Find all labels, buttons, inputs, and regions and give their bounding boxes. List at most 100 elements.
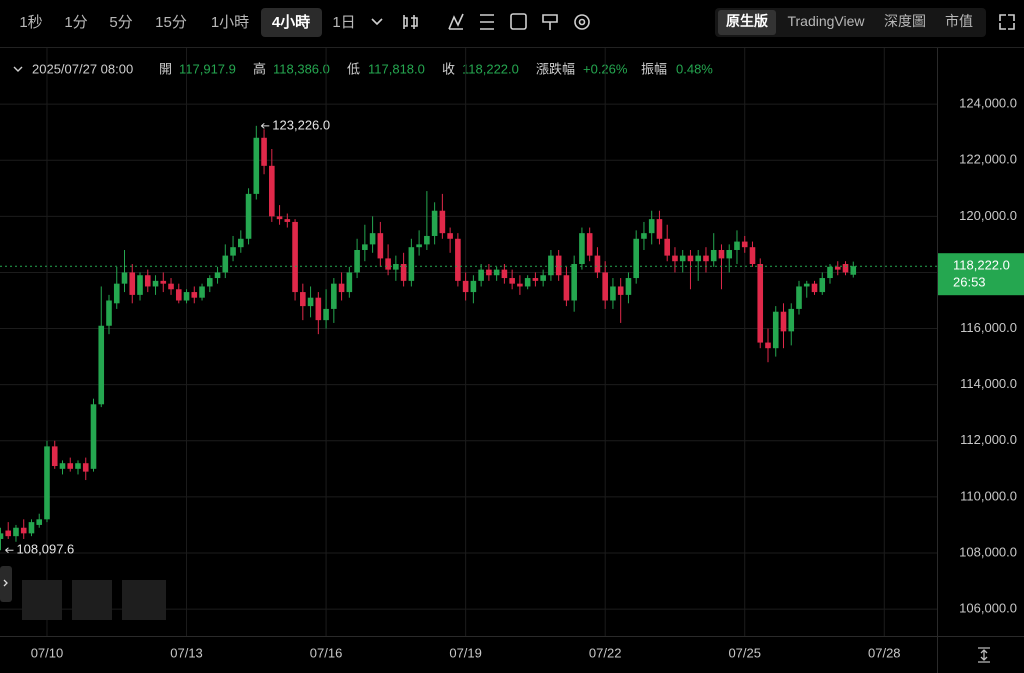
- candle-type-icon[interactable]: [403, 15, 418, 29]
- collapse-header[interactable]: [13, 66, 23, 72]
- candle-body: [416, 244, 422, 248]
- candle-body: [501, 269, 508, 279]
- candle-body: [741, 241, 748, 248]
- candle-body: [493, 269, 500, 276]
- gear-center: [578, 18, 586, 26]
- x-tick-label: 07/22: [589, 645, 622, 660]
- x-tick-label: 07/16: [310, 645, 343, 660]
- candle-body: [82, 463, 89, 472]
- candle-body: [160, 280, 167, 284]
- ohlc-value: 0.48%: [676, 61, 713, 76]
- high-annotation: 123,226.0: [272, 117, 330, 132]
- candle-body: [315, 297, 322, 321]
- ohlc-label: 低: [347, 61, 360, 76]
- gear-icon[interactable]: [574, 14, 590, 30]
- view-tab[interactable]: 原生版: [726, 13, 768, 29]
- x-tick-label: 07/25: [728, 645, 761, 660]
- candle-body: [121, 272, 128, 284]
- view-tab[interactable]: 市值: [945, 13, 973, 29]
- candle-body: [602, 272, 608, 301]
- y-tick-label: 116,000.0: [960, 320, 1017, 335]
- candle-body: [106, 300, 112, 326]
- candle-body: [393, 264, 399, 270]
- candle-body: [331, 283, 337, 309]
- candle-body: [439, 210, 446, 234]
- interval-tab[interactable]: 1小時: [211, 14, 249, 31]
- candle-body: [447, 233, 453, 239]
- candle-body: [408, 247, 415, 281]
- y-tick-label: 124,000.0: [959, 96, 1017, 111]
- candle-body: [284, 219, 291, 222]
- watermark: [22, 580, 166, 620]
- candle-body: [788, 308, 795, 332]
- low-annotation: 108,097.6: [16, 542, 74, 557]
- ohlc-value: 117,818.0: [368, 61, 425, 76]
- interval-tab[interactable]: 1日: [332, 14, 355, 31]
- candle-body: [222, 255, 229, 273]
- interval-tab[interactable]: 5分: [109, 14, 132, 31]
- interval-tab[interactable]: 15分: [155, 14, 187, 31]
- candle-body: [385, 258, 391, 270]
- candle-body: [540, 275, 546, 281]
- last-price-label: 118,222.0: [953, 258, 1010, 273]
- candle-body: [726, 249, 733, 259]
- ohlc-value: 118,386.0: [273, 61, 330, 76]
- active-interval-bg: [261, 8, 322, 37]
- interval-tab[interactable]: 1秒: [19, 14, 42, 31]
- active-view-bg: [718, 10, 776, 35]
- candle-body: [323, 308, 329, 321]
- candle-body: [245, 193, 252, 239]
- candle-body: [455, 238, 461, 281]
- candle-body: [28, 522, 35, 534]
- indicator-icon[interactable]: [448, 13, 464, 30]
- axis-reset[interactable]: [978, 647, 990, 663]
- candle-body: [648, 219, 655, 234]
- candle-body: [307, 297, 314, 307]
- candle-body: [524, 278, 531, 287]
- candle-body: [672, 255, 678, 262]
- interval-tab[interactable]: 1分: [64, 14, 87, 31]
- view-tab[interactable]: 深度圖: [884, 13, 926, 29]
- candle-body: [563, 275, 570, 301]
- drawing-icon[interactable]: [510, 13, 527, 30]
- candle-body: [842, 264, 849, 273]
- candle-body: [238, 238, 244, 248]
- candle-body: [346, 272, 353, 293]
- interval-dropdown[interactable]: [371, 18, 383, 26]
- candle-body: [749, 247, 756, 265]
- settings-list-icon[interactable]: [480, 14, 494, 30]
- interval-tab[interactable]: 4小時: [272, 13, 310, 31]
- candle-body: [734, 241, 740, 250]
- y-tick-label: 112,000.0: [960, 432, 1017, 447]
- candle-body: [129, 272, 136, 295]
- candle-body: [44, 446, 50, 520]
- candle-body: [175, 289, 182, 301]
- ohlc-label: 振幅: [641, 61, 667, 76]
- y-tick-label: 114,000.0: [960, 376, 1017, 391]
- candle-body: [377, 233, 384, 259]
- candle-body: [703, 255, 709, 262]
- candle-body: [113, 283, 120, 304]
- candle-body: [796, 286, 802, 309]
- candle-body: [214, 272, 221, 279]
- candle-body: [641, 233, 647, 239]
- x-tick-label: 07/19: [449, 645, 482, 660]
- candle-body: [300, 292, 306, 307]
- candle-body: [555, 255, 562, 276]
- candle-body: [253, 137, 260, 194]
- view-tab[interactable]: TradingView: [787, 13, 865, 29]
- candle-body: [610, 286, 616, 301]
- fullscreen-icon[interactable]: [999, 14, 1015, 30]
- candle-body: [834, 266, 841, 270]
- candle-body: [656, 219, 663, 239]
- candle-body: [679, 255, 686, 262]
- template-icon[interactable]: [542, 14, 558, 30]
- candle-body: [827, 266, 833, 279]
- candle-body: [5, 530, 12, 537]
- candle-body: [354, 249, 360, 273]
- candle-body: [819, 278, 826, 293]
- candle-body: [431, 210, 438, 236]
- candle-body: [230, 247, 236, 256]
- candle-time: 2025/07/27 08:00: [32, 61, 133, 76]
